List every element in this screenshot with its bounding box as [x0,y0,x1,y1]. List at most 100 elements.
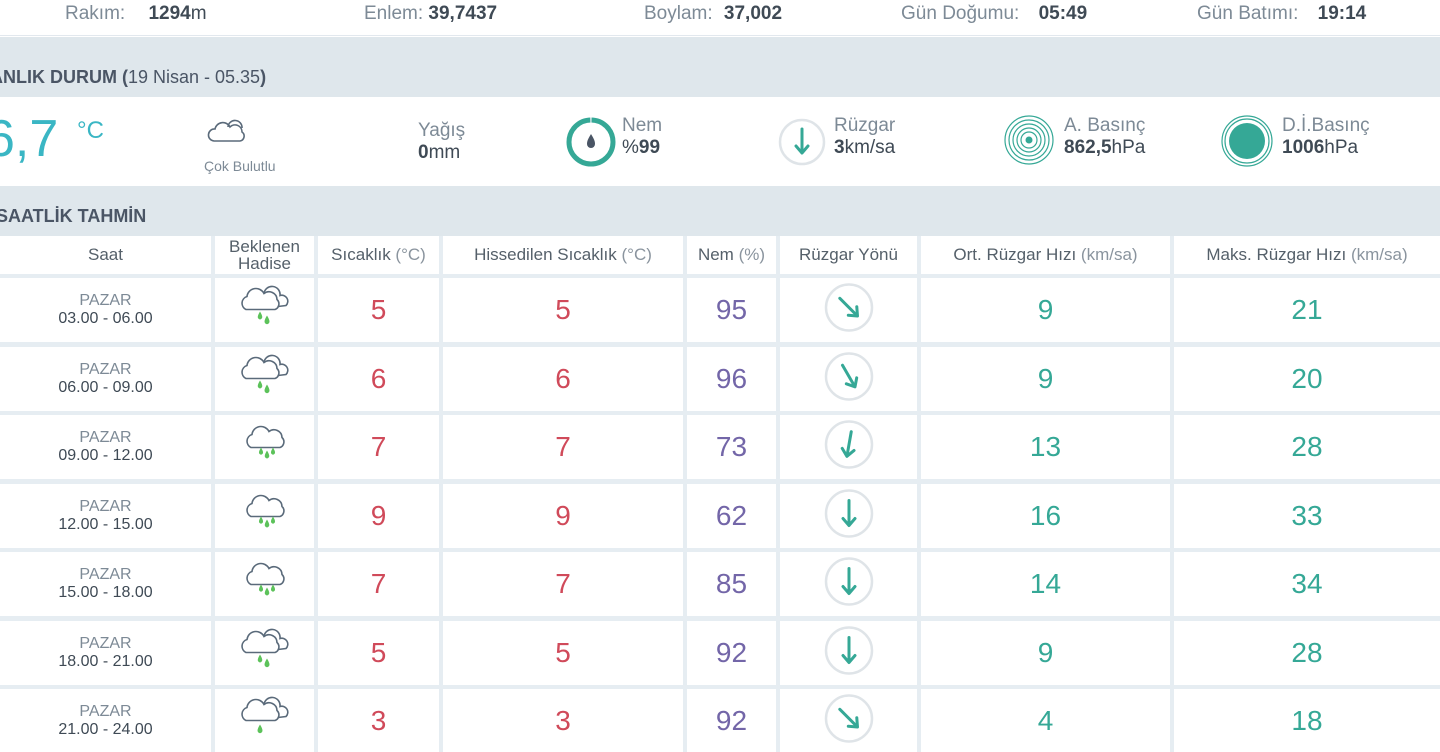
feels-like-cell: 7 [443,552,683,616]
header-temperature-label: Sıcaklık [331,245,396,264]
feels-like-cell: 7 [443,415,683,479]
time-cell: PAZAR 09.00 - 12.00 [0,415,211,479]
wind-avg-cell: 14 [921,552,1170,616]
wind-max-cell: 18 [1174,689,1440,752]
wind-max-cell: 28 [1174,621,1440,685]
altitude-info: Rakım: 1294m [65,3,207,25]
wind-direction-cell [780,621,917,685]
event-cell [215,347,314,411]
current-conditions-panel: 6,7 °C Çok Bulutlu Yağış 0mm Nem %99 Rüz… [0,97,1440,186]
temperature-cell: 5 [318,621,439,685]
header-wind-max-unit: (km/sa) [1350,245,1408,264]
wind-direction-arrow-icon [824,557,874,612]
wind-max-cell: 21 [1174,278,1440,342]
event-cell [215,621,314,685]
wind-max-cell: 28 [1174,415,1440,479]
header-wind-avg-unit: (km/sa) [1080,245,1138,264]
cloudy-icon [207,119,245,142]
table-row: PAZAR 06.00 - 09.00 6 6 96 9 20 [0,347,1440,411]
header-humidity-unit: (%) [738,245,766,264]
humidity-cell: 96 [687,347,776,411]
cloud-rain-icon [242,561,288,608]
table-row: PAZAR 15.00 - 18.00 7 7 85 14 34 [0,552,1440,616]
header-time: Saat [0,236,211,274]
cloud-rain-heavy-icon [236,354,294,404]
humidity-cell: 92 [687,621,776,685]
wind-direction-arrow-icon [824,489,874,544]
time-cell: PAZAR 03.00 - 06.00 [0,278,211,342]
wind-max-cell: 34 [1174,552,1440,616]
time-cell: PAZAR 21.00 - 24.00 [0,689,211,752]
longitude-info: Boylam: 37,002 [644,3,782,25]
humidity-label: Nem [622,115,663,136]
wind-label: Rüzgar [834,115,896,136]
header-feels-like: Hissedilen Sıcaklık (°C) [443,236,683,274]
event-cell [215,689,314,752]
longitude-label: Boylam: [644,3,713,24]
sunset-value: 19:14 [1317,3,1367,24]
current-title-text: ANLIK DURUM ( [0,67,128,87]
header-event-line2: Hadise [238,254,291,273]
header-wind-avg: Ort. Rüzgar Hızı (km/sa) [921,236,1170,274]
latitude-info: Enlem: 39,7437 [364,3,497,25]
humidity-cell: 92 [687,689,776,752]
time-day: PAZAR [79,292,132,309]
event-cell [215,278,314,342]
current-condition-text: Çok Bulutlu [204,158,276,174]
latitude-value: 39,7437 [428,3,498,24]
pressure-unit: hPa [1111,137,1146,158]
current-title-date: 19 Nisan - 05.35 [127,67,261,87]
altitude-label: Rakım: [65,3,126,24]
precipitation-label: Yağış [418,120,466,141]
latitude-label: Enlem: [364,3,424,24]
time-day: PAZAR [79,361,132,378]
time-cell: PAZAR 12.00 - 15.00 [0,484,211,548]
pressure-icon [1004,115,1054,165]
table-row: PAZAR 18.00 - 21.00 5 5 92 9 28 [0,621,1440,685]
sea-pressure-metric: D.İ.Basınç 1006hPa [1282,115,1370,159]
time-range: 03.00 - 06.00 [58,310,153,327]
humidity-metric: Nem %99 [622,115,662,159]
wind-avg-cell: 16 [921,484,1170,548]
wind-direction-cell [780,415,917,479]
humidity-prefix: % [622,137,639,158]
current-conditions-header: ANLIK DURUM (19 Nisan - 05.35) [0,37,1440,97]
table-row: PAZAR 03.00 - 06.00 5 5 95 9 21 [0,278,1440,342]
time-range: 15.00 - 18.00 [58,584,153,601]
humidity-cell: 85 [687,552,776,616]
header-humidity-label: Nem [697,245,739,264]
humidity-gauge-icon [566,117,616,167]
longitude-value: 37,002 [723,3,783,24]
time-day: PAZAR [79,566,132,583]
wind-direction-cell [780,484,917,548]
time-cell: PAZAR 06.00 - 09.00 [0,347,211,411]
sea-pressure-unit: hPa [1324,137,1359,158]
cloud-rain-heavy-icon [236,285,294,335]
event-cell [215,552,314,616]
wind-max-cell: 33 [1174,484,1440,548]
sunrise-info: Gün Doğumu: 05:49 [901,3,1087,25]
time-range: 21.00 - 24.00 [58,721,153,738]
wind-direction-cell [780,689,917,752]
time-range: 06.00 - 09.00 [58,379,153,396]
temperature-cell: 6 [318,347,439,411]
temperature-cell: 5 [318,278,439,342]
cloud-rain-icon [242,424,288,471]
wind-direction-icon [778,118,826,166]
temperature-cell: 3 [318,689,439,752]
wind-direction-cell [780,278,917,342]
location-info-strip: Rakım: 1294m Enlem: 39,7437 Boylam: 37,0… [0,0,1440,36]
hourly-forecast-header: SAATLİK TAHMİN [0,186,1440,236]
pressure-value: 862,5 [1064,137,1112,158]
header-temperature-unit: (°C) [395,245,426,264]
wind-direction-arrow-icon [824,420,874,475]
wind-avg-cell: 13 [921,415,1170,479]
wind-value: 3 [834,137,845,158]
temperature-cell: 9 [318,484,439,548]
header-wind-max: Maks. Rüzgar Hızı (km/sa) [1174,236,1440,274]
table-row: PAZAR 21.00 - 24.00 3 3 92 4 18 [0,689,1440,752]
current-conditions-title: ANLIK DURUM (19 Nisan - 05.35) [0,67,266,88]
hourly-forecast-title: SAATLİK TAHMİN [0,206,147,226]
header-wind-max-label: Maks. Rüzgar Hızı [1206,245,1351,264]
feels-like-cell: 3 [443,689,683,752]
